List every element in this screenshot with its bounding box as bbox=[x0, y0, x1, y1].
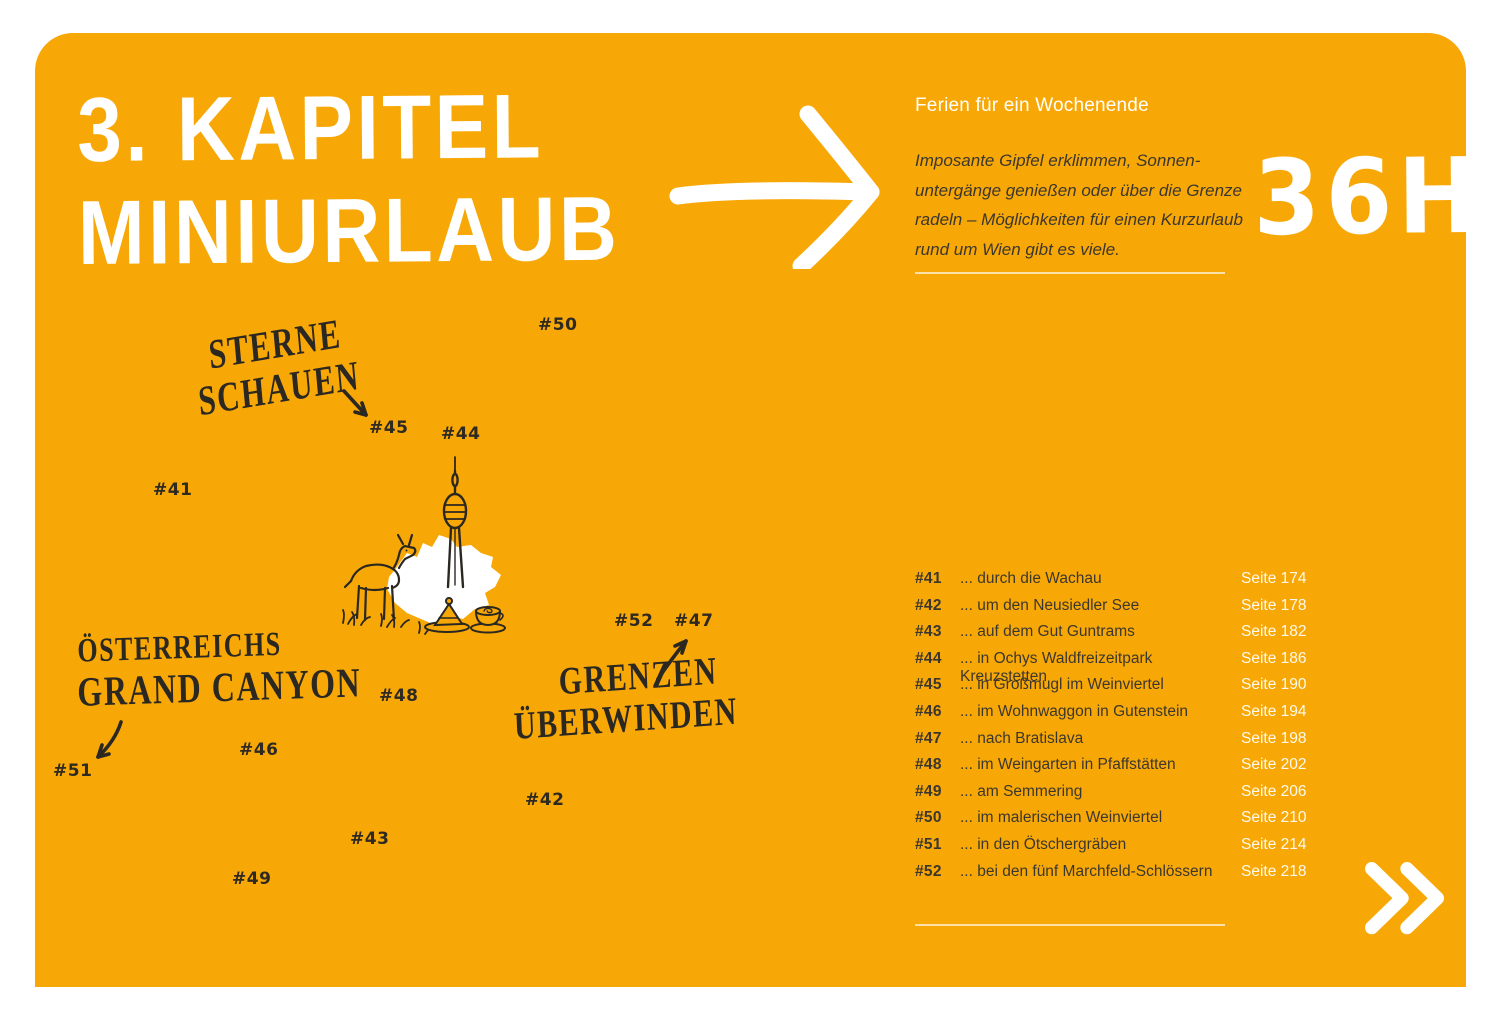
toc-page: Seite 182 bbox=[1241, 623, 1307, 641]
coffee-cup bbox=[470, 606, 506, 634]
intro-heading: Ferien für ein Wochenende bbox=[915, 95, 1149, 116]
toc-id: #52 bbox=[915, 862, 942, 880]
toc-id: #43 bbox=[915, 623, 942, 641]
intro-line: Imposante Gipfel erklimmen, Sonnen- bbox=[915, 151, 1201, 170]
toc-page: Seite 202 bbox=[1241, 756, 1307, 774]
toc-row: #41 ... durch die Wachau Seite 174 bbox=[915, 570, 1307, 597]
callout-grenzen-ueberwinden: GRENZEN ÜBERWINDEN bbox=[508, 650, 741, 750]
next-page-button[interactable] bbox=[1360, 851, 1444, 947]
toc-page: Seite 218 bbox=[1241, 862, 1307, 880]
toc-title: ... nach Bratislava bbox=[960, 729, 1084, 747]
map-marker-49: #49 bbox=[232, 869, 272, 889]
toc-row: #42 ... um den Neusiedler See Seite 178 bbox=[915, 597, 1307, 624]
toc-page: Seite 206 bbox=[1241, 782, 1307, 800]
toc-page: Seite 178 bbox=[1241, 596, 1307, 614]
toc-title: ... am Semmering bbox=[960, 782, 1083, 800]
toc-id: #45 bbox=[915, 676, 942, 694]
toc-title: ... im Weingarten in Pfaffstätten bbox=[960, 756, 1176, 774]
map-marker-46: #46 bbox=[239, 740, 279, 760]
chapter-card: 3. KAPITEL MINIURLAUB Ferien für ein Woc… bbox=[35, 33, 1484, 987]
toc-page: Seite 194 bbox=[1241, 702, 1307, 720]
toc-title: ... in Großmugl im Weinviertel bbox=[960, 676, 1164, 694]
toc-title: ... in den Ötschergräben bbox=[960, 835, 1127, 853]
callout-grand-canyon: ÖSTERREICHS GRAND CANYON bbox=[64, 625, 362, 716]
toc-row: #47 ... nach Bratislava Seite 198 bbox=[915, 730, 1307, 757]
toc-row: #48 ... im Weingarten in Pfaffstätten Se… bbox=[915, 756, 1307, 783]
toc-page: Seite 186 bbox=[1241, 649, 1307, 667]
map-marker-42: #42 bbox=[525, 790, 565, 810]
toc-page: Seite 214 bbox=[1241, 835, 1307, 853]
toc-page: Seite 210 bbox=[1241, 809, 1307, 827]
toc-row: #49 ... am Semmering Seite 206 bbox=[915, 783, 1307, 810]
toc-page: Seite 174 bbox=[1241, 570, 1307, 587]
arrow-to-51-icon bbox=[96, 720, 123, 759]
toc-row: #52 ... bei den fünf Marchfeld-Schlösser… bbox=[915, 863, 1307, 890]
divider-line-bottom bbox=[915, 924, 1225, 926]
toc-row: #44 ... in Ochys Waldfreizeitpark Kreuzs… bbox=[915, 649, 1307, 685]
toc-title: ... im Wohnwaggon in Gutenstein bbox=[960, 702, 1189, 720]
donauturm-tower bbox=[442, 456, 468, 589]
toc-row: #46 ... im Wohnwaggon in Gutenstein Seit… bbox=[915, 703, 1307, 730]
toc-id: #50 bbox=[915, 809, 942, 827]
toc-page: Seite 190 bbox=[1241, 676, 1307, 694]
arrow-right-icon bbox=[669, 105, 880, 269]
intro-line: untergänge genießen oder über die Grenze bbox=[915, 180, 1243, 200]
toc-id: #49 bbox=[915, 782, 942, 800]
intro-line: radeln – Möglichkeiten für einen Kurzurl… bbox=[915, 210, 1243, 229]
duration-badge: 36H bbox=[1253, 134, 1484, 259]
arrow-to-47-icon bbox=[656, 639, 688, 681]
toc-title: ... durch die Wachau bbox=[960, 570, 1102, 587]
toc-id: #41 bbox=[915, 570, 942, 587]
intro-line: rund um Wien gibt es viele. bbox=[915, 239, 1120, 259]
toc-row: #50 ... im malerischen Weinviertel Seite… bbox=[915, 809, 1307, 836]
toc-title: ... bei den fünf Marchfeld-Schlössern bbox=[960, 862, 1213, 880]
map-marker-44: #44 bbox=[441, 424, 481, 444]
toc-title: ... um den Neusiedler See bbox=[960, 596, 1140, 614]
toc-id: #48 bbox=[915, 756, 942, 774]
vienna-illustration bbox=[342, 456, 506, 635]
map-marker-52: #52 bbox=[614, 611, 654, 631]
toc-id: #42 bbox=[915, 596, 942, 614]
toc-row: #45 ... in Großmugl im Weinviertel Seite… bbox=[915, 676, 1307, 703]
toc-id: #46 bbox=[915, 702, 942, 720]
arrow-to-45-icon bbox=[342, 389, 368, 417]
map-marker-48: #48 bbox=[379, 686, 419, 706]
map-marker-47: #47 bbox=[674, 611, 714, 631]
toc-row: #43 ... auf dem Gut Guntrams Seite 182 bbox=[915, 623, 1307, 650]
toc-id: #51 bbox=[915, 835, 942, 853]
toc-row: #51 ... in den Ötschergräben Seite 214 bbox=[915, 836, 1307, 863]
toc-title: ... in Ochys Waldfreizeitpark Kreuzstett… bbox=[960, 649, 1153, 685]
map-marker-50: #50 bbox=[538, 315, 578, 335]
table-of-contents: #41 ... durch die Wachau Seite 174 #42 .… bbox=[915, 570, 1307, 889]
cake-plate bbox=[424, 597, 470, 633]
map-marker-43: #43 bbox=[350, 829, 390, 849]
vienna-silhouette bbox=[387, 535, 501, 625]
chapter-title-line1: 3. KAPITEL bbox=[77, 76, 545, 181]
chapter-title: 3. KAPITEL MINIURLAUB bbox=[77, 75, 621, 285]
toc-title: ... im malerischen Weinviertel bbox=[960, 809, 1163, 827]
divider-line-top bbox=[915, 272, 1225, 274]
map-marker-45: #45 bbox=[369, 418, 409, 438]
toc-title: ... auf dem Gut Guntrams bbox=[960, 623, 1135, 641]
toc-page: Seite 198 bbox=[1241, 729, 1307, 747]
toc-id: #44 bbox=[915, 649, 942, 667]
double-chevron-right-icon bbox=[1365, 862, 1444, 935]
deer bbox=[343, 533, 417, 622]
callout-line: GRAND CANYON bbox=[76, 658, 362, 716]
map-marker-41: #41 bbox=[153, 480, 193, 500]
toc-id: #47 bbox=[915, 729, 942, 747]
intro-paragraph: Imposante Gipfel erklimmen, Sonnen- unte… bbox=[915, 146, 1245, 264]
map-marker-51: #51 bbox=[53, 761, 93, 781]
chapter-title-line2: MINIURLAUB bbox=[77, 178, 621, 284]
